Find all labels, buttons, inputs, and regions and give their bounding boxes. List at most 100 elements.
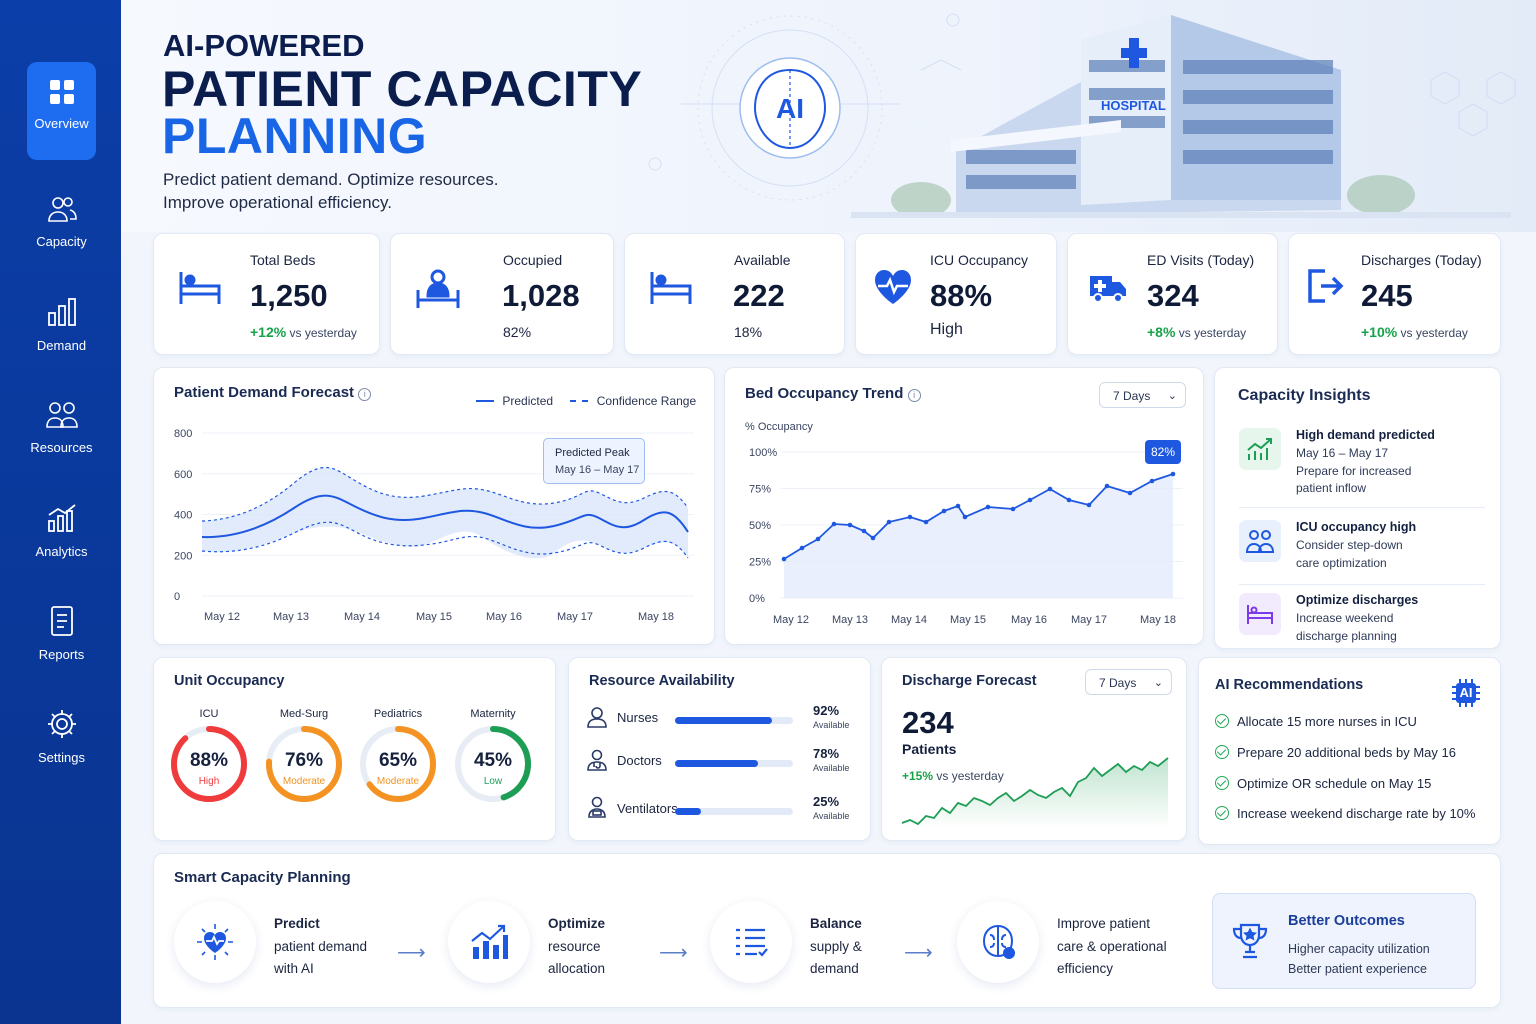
step-title: Predict bbox=[274, 916, 320, 931]
kpi-occupied[interactable]: Occupied 1,028 82% bbox=[390, 233, 614, 355]
kpi-delta-suffix: vs yesterday bbox=[1397, 326, 1468, 340]
recommendation-text: Optimize OR schedule on May 15 bbox=[1237, 776, 1432, 791]
tooltip-range: May 16 – May 17 bbox=[555, 464, 640, 476]
insight-desc: Consider step-down care optimization bbox=[1296, 537, 1403, 572]
ai-recommendations-title: AI Recommendations bbox=[1215, 677, 1364, 693]
insight-item[interactable]: Optimize discharges Increase weekend disc… bbox=[1239, 593, 1485, 648]
kpi-delta: +12% bbox=[250, 324, 287, 340]
gauge-ring bbox=[360, 726, 436, 802]
y-tick-label: 200 bbox=[174, 550, 192, 562]
gauge-status: High bbox=[198, 776, 220, 787]
nav-reports[interactable]: Reports bbox=[27, 589, 96, 687]
subtitle-line-1: Predict patient demand. Optimize resourc… bbox=[163, 170, 499, 189]
kpi-total-beds[interactable]: Total Beds 1,250 +12% vs yesterday bbox=[153, 233, 380, 355]
demand-forecast-title: Patient Demand Forecast i bbox=[174, 384, 372, 401]
data-point bbox=[815, 536, 821, 542]
data-point bbox=[1104, 483, 1110, 489]
recommendation-item[interactable]: Prepare 20 additional beds by May 16 bbox=[1215, 745, 1456, 760]
resource-bar-fill bbox=[675, 760, 758, 767]
kpi-delta: +10% bbox=[1361, 324, 1398, 340]
y-tick-label: 25% bbox=[749, 557, 771, 569]
chevron-down-icon: ⌄ bbox=[1153, 677, 1163, 689]
x-tick-label: May 13 bbox=[273, 611, 309, 623]
exit-icon bbox=[1308, 269, 1344, 303]
info-icon[interactable]: i bbox=[358, 388, 372, 401]
analytics-icon bbox=[47, 504, 76, 532]
step-line: demand bbox=[810, 961, 859, 976]
y-tick-label: 75% bbox=[749, 484, 771, 496]
check-circle-icon bbox=[1215, 714, 1229, 728]
nav-analytics[interactable]: Analytics bbox=[27, 486, 96, 584]
gauge-label: ICU bbox=[199, 708, 219, 720]
insight-desc: May 16 – May 17 Prepare for increased pati… bbox=[1296, 445, 1411, 498]
insight-item[interactable]: ICU occupancy high Consider step-down car… bbox=[1239, 520, 1485, 585]
data-point bbox=[831, 521, 837, 527]
recommendation-item[interactable]: Allocate 15 more nurses in ICU bbox=[1215, 714, 1417, 729]
nav-demand[interactable]: Demand bbox=[27, 280, 96, 378]
step-label: Optimize resource allocation bbox=[548, 913, 605, 981]
gauge-pediatrics[interactable]: Pediatrics 65% Moderate bbox=[357, 708, 439, 802]
subtitle: Predict patient demand. Optimize resourc… bbox=[163, 168, 498, 214]
gauge-arc bbox=[360, 726, 436, 802]
insight-desc: Increase weekend discharge planning bbox=[1296, 610, 1397, 645]
gauge-label: Maternity bbox=[470, 708, 516, 720]
info-icon[interactable]: i bbox=[907, 389, 921, 402]
occupancy-trend-chart: % Occupancy 100% 75% 50% 25% 0% May 12 May 13 Ma… bbox=[745, 421, 1183, 626]
x-tick-label: May 13 bbox=[832, 614, 868, 626]
data-point bbox=[1047, 486, 1053, 492]
title-line-1: AI-POWERED bbox=[163, 28, 365, 63]
discharge-unit: Patients bbox=[902, 741, 957, 757]
insight-item[interactable]: High demand predicted May 16 – May 17 Pre… bbox=[1239, 428, 1485, 508]
kpi-icu-occupancy[interactable]: ICU Occupancy 88% High bbox=[855, 233, 1057, 355]
data-point bbox=[847, 522, 853, 528]
arrow-right-icon: ⟶ bbox=[397, 942, 426, 964]
bar-chart-icon bbox=[47, 298, 76, 326]
kpi-label: Total Beds bbox=[250, 252, 316, 268]
step-line: patient demand bbox=[274, 938, 368, 954]
nav-overview[interactable]: Overview bbox=[27, 62, 96, 160]
smart-planning-card: Smart Capacity Planning Predict patient d… bbox=[153, 853, 1501, 1008]
x-tick-label: May 17 bbox=[557, 611, 593, 623]
nav-capacity[interactable]: Capacity bbox=[27, 178, 96, 276]
gauge-value: 45% bbox=[473, 750, 513, 771]
data-point bbox=[861, 528, 867, 534]
recommendation-item[interactable]: Optimize OR schedule on May 15 bbox=[1215, 776, 1431, 791]
kpi-sub: 18% bbox=[734, 324, 763, 340]
subtitle-line-2: Improve operational efficiency. bbox=[163, 193, 392, 212]
heart-pulse-icon bbox=[875, 270, 911, 304]
resource-bar-fill bbox=[675, 717, 772, 724]
gauge-status: Moderate bbox=[282, 776, 326, 787]
gauge-icu[interactable]: ICU 88% High bbox=[168, 708, 250, 802]
data-point bbox=[886, 519, 892, 525]
kpi-ed-visits[interactable]: ED Visits (Today) 324 +8% vs yesterday bbox=[1067, 233, 1278, 355]
trend-up-icon bbox=[1239, 428, 1281, 470]
gauge-maternity[interactable]: Maternity 45% Low bbox=[452, 708, 534, 802]
discharge-delta-row: +15% vs yesterday bbox=[902, 769, 1004, 783]
recommendation-item[interactable]: Increase weekend discharge rate by 10% bbox=[1215, 806, 1475, 821]
bed-icon bbox=[650, 272, 692, 304]
nav-resources[interactable]: Resources bbox=[27, 384, 96, 482]
kpi-discharges[interactable]: Discharges (Today) 245 +10% vs yesterday bbox=[1288, 233, 1501, 355]
nav-label: Capacity bbox=[36, 234, 87, 249]
insight-line: care optimization bbox=[1296, 555, 1387, 570]
bed-icon bbox=[179, 272, 221, 304]
ambulance-icon bbox=[1090, 276, 1126, 303]
kpi-value: 324 bbox=[1147, 278, 1199, 313]
confidence-upper-line bbox=[201, 466, 689, 522]
kpi-available[interactable]: Available 222 18% bbox=[624, 233, 845, 355]
legend-confidence: Confidence Range bbox=[596, 394, 697, 408]
ventilator-icon bbox=[588, 796, 606, 818]
kpi-delta-suffix: vs yesterday bbox=[286, 326, 357, 340]
nav-settings[interactable]: Settings bbox=[27, 692, 96, 790]
occupancy-range-dropdown[interactable]: 7 Days ⌄ bbox=[1099, 382, 1186, 408]
nav-label: Demand bbox=[36, 338, 87, 353]
gauge-med-surg[interactable]: Med-Surg 76% Moderate bbox=[263, 708, 345, 802]
x-tick-label: May 18 bbox=[1140, 614, 1176, 626]
data-point bbox=[1149, 478, 1155, 484]
sidebar: Overview Capacity Demand Resources Analy… bbox=[0, 0, 121, 1024]
step-label: Predict patient demand with AI bbox=[274, 913, 367, 981]
discharge-range-dropdown[interactable]: 7 Days ⌄ bbox=[1085, 669, 1172, 695]
step-line: allocation bbox=[548, 961, 606, 976]
gauge-label: Med-Surg bbox=[279, 708, 329, 720]
unit-occupancy-title: Unit Occupancy bbox=[174, 673, 285, 689]
